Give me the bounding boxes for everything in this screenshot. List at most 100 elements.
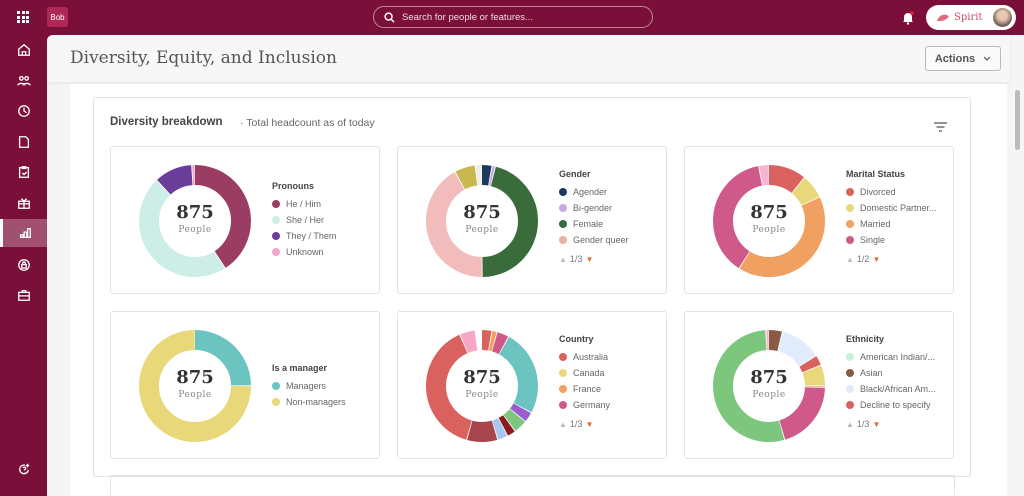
legend-item[interactable]: Canada	[559, 365, 664, 381]
sidebar-item-benefits[interactable]	[0, 189, 47, 217]
pager-up-icon[interactable]: ▲	[846, 254, 854, 264]
headcount-total: 875	[463, 202, 501, 223]
search-input[interactable]: Search for people or features...	[373, 6, 653, 28]
pager-down-icon[interactable]: ▼	[585, 419, 594, 429]
legend-dot	[559, 353, 567, 361]
donut-segment[interactable]	[139, 330, 251, 442]
pager-down-icon[interactable]: ▼	[872, 419, 881, 429]
sidebar-item-time[interactable]	[0, 97, 47, 125]
donut-segment[interactable]	[139, 165, 251, 277]
legend-label: Decline to specify	[860, 400, 931, 410]
legend-item[interactable]: They / Them	[272, 228, 377, 244]
legend-dot	[846, 220, 854, 228]
legend-item[interactable]: Divorced	[846, 184, 951, 200]
donut-segment[interactable]	[426, 165, 538, 277]
card-is-a-manager: 875 People Is a manager Managers Non-manage…	[110, 311, 380, 459]
legend-item[interactable]: American Indian/...	[846, 349, 951, 365]
pager-up-icon[interactable]: ▲	[846, 419, 854, 429]
donut-segment[interactable]	[426, 165, 538, 277]
legend-item[interactable]: Unknown	[272, 244, 377, 260]
donut-segment[interactable]	[713, 330, 825, 442]
legend-title: Ethnicity	[846, 334, 885, 344]
legend-item[interactable]: Gender queer	[559, 232, 664, 248]
donut-segment[interactable]	[139, 330, 251, 442]
legend-item[interactable]: Black/African Am...	[846, 381, 951, 397]
legend-item[interactable]: Decline to specify	[846, 397, 951, 413]
filter-icon[interactable]	[934, 122, 947, 132]
page-header: Diversity, Equity, and Inclusion Actions	[47, 35, 1010, 82]
headcount-unit: People	[465, 390, 499, 400]
panel-subtitle: · Total headcount as of today	[240, 117, 375, 129]
legend-pager: ▲ 1/3 ▼	[846, 419, 951, 429]
legend-item[interactable]: Israel	[559, 413, 664, 415]
bob-logo[interactable]: Bob	[47, 7, 68, 27]
legend-item[interactable]: Australia	[559, 349, 664, 365]
legend-item[interactable]: He / Him	[272, 196, 377, 212]
pager-down-icon[interactable]: ▼	[872, 254, 881, 264]
donut-segment[interactable]	[426, 330, 538, 442]
legend-item[interactable]: Domestic Partner...	[846, 200, 951, 216]
pager-text: 1/2	[856, 254, 870, 264]
donut-center: 875 People	[426, 367, 538, 400]
actions-button[interactable]: Actions	[925, 46, 1001, 71]
spirit-badge[interactable]: Spirit	[926, 5, 1016, 30]
legend-item[interactable]: She / Her	[272, 212, 377, 228]
donut-segment[interactable]	[426, 330, 538, 442]
donut-segment[interactable]	[426, 330, 538, 442]
spirit-label: Spirit	[954, 12, 983, 23]
sidebar-item-hiring[interactable]	[0, 281, 47, 309]
pager-up-icon[interactable]: ▲	[559, 419, 567, 429]
legend-item[interactable]: Asian	[846, 365, 951, 381]
sidebar-item-help[interactable]	[0, 455, 47, 483]
legend-item[interactable]: France	[559, 381, 664, 397]
donut-segment[interactable]	[713, 165, 825, 277]
scrollbar[interactable]	[1015, 90, 1020, 150]
donut-segment[interactable]	[713, 165, 825, 277]
legend-item[interactable]: Non-managers	[272, 394, 377, 410]
sidebar-item-people[interactable]	[0, 67, 47, 95]
notification-bell-icon[interactable]	[901, 10, 915, 25]
legend-item[interactable]: Hispanic/Latino	[846, 413, 951, 415]
legend-item[interactable]: Single	[846, 232, 951, 248]
legend-label: Domestic Partner...	[860, 203, 937, 213]
legend-item[interactable]: Married	[846, 216, 951, 232]
legend-item[interactable]: Female	[559, 216, 664, 232]
legend-item[interactable]: Bi-gender	[559, 200, 664, 216]
legend-item[interactable]: Gender fluid	[559, 248, 664, 250]
pager-down-icon[interactable]: ▼	[585, 254, 594, 264]
page-title: Diversity, Equity, and Inclusion	[70, 48, 337, 68]
donut-segment[interactable]	[713, 330, 825, 442]
pager-up-icon[interactable]: ▲	[559, 254, 567, 264]
legend-dot	[559, 401, 567, 409]
donut-segment[interactable]	[139, 165, 251, 277]
briefcase-icon	[17, 289, 30, 301]
legend-item[interactable]: Widowed	[846, 248, 951, 250]
sidebar-item-analytics[interactable]	[0, 219, 47, 247]
legend-title: Country	[559, 334, 594, 344]
legend-label: Unknown	[286, 247, 324, 257]
legend-item[interactable]: Germany	[559, 397, 664, 413]
home-icon	[17, 43, 30, 56]
sidebar-item-tasks[interactable]	[0, 158, 47, 186]
headcount-total: 875	[750, 202, 788, 223]
legend-item[interactable]: Agender	[559, 184, 664, 200]
apps-grid-icon[interactable]	[17, 11, 29, 23]
legend-title: Is a manager	[272, 363, 328, 373]
donut-segment[interactable]	[713, 165, 825, 277]
legend-dot	[846, 236, 854, 244]
sidebar-item-documents[interactable]	[0, 128, 47, 156]
sidebar-item-compensation[interactable]	[0, 251, 47, 279]
legend-dot	[272, 248, 280, 256]
legend-label: Canada	[573, 368, 605, 378]
legend-dot	[846, 385, 854, 393]
legend-dot	[559, 236, 567, 244]
donut-segment[interactable]	[426, 165, 538, 277]
legend: Ethnicity American Indian/... Asian Black/A…	[846, 334, 951, 429]
legend-pager: ▲ 1/2 ▼	[846, 254, 951, 264]
headcount-total: 875	[176, 202, 214, 223]
legend-item[interactable]: Managers	[272, 378, 377, 394]
legend-label: Asian	[860, 368, 883, 378]
donut-segment[interactable]	[426, 330, 538, 442]
user-avatar[interactable]	[993, 8, 1012, 27]
sidebar-item-home[interactable]	[0, 36, 47, 64]
